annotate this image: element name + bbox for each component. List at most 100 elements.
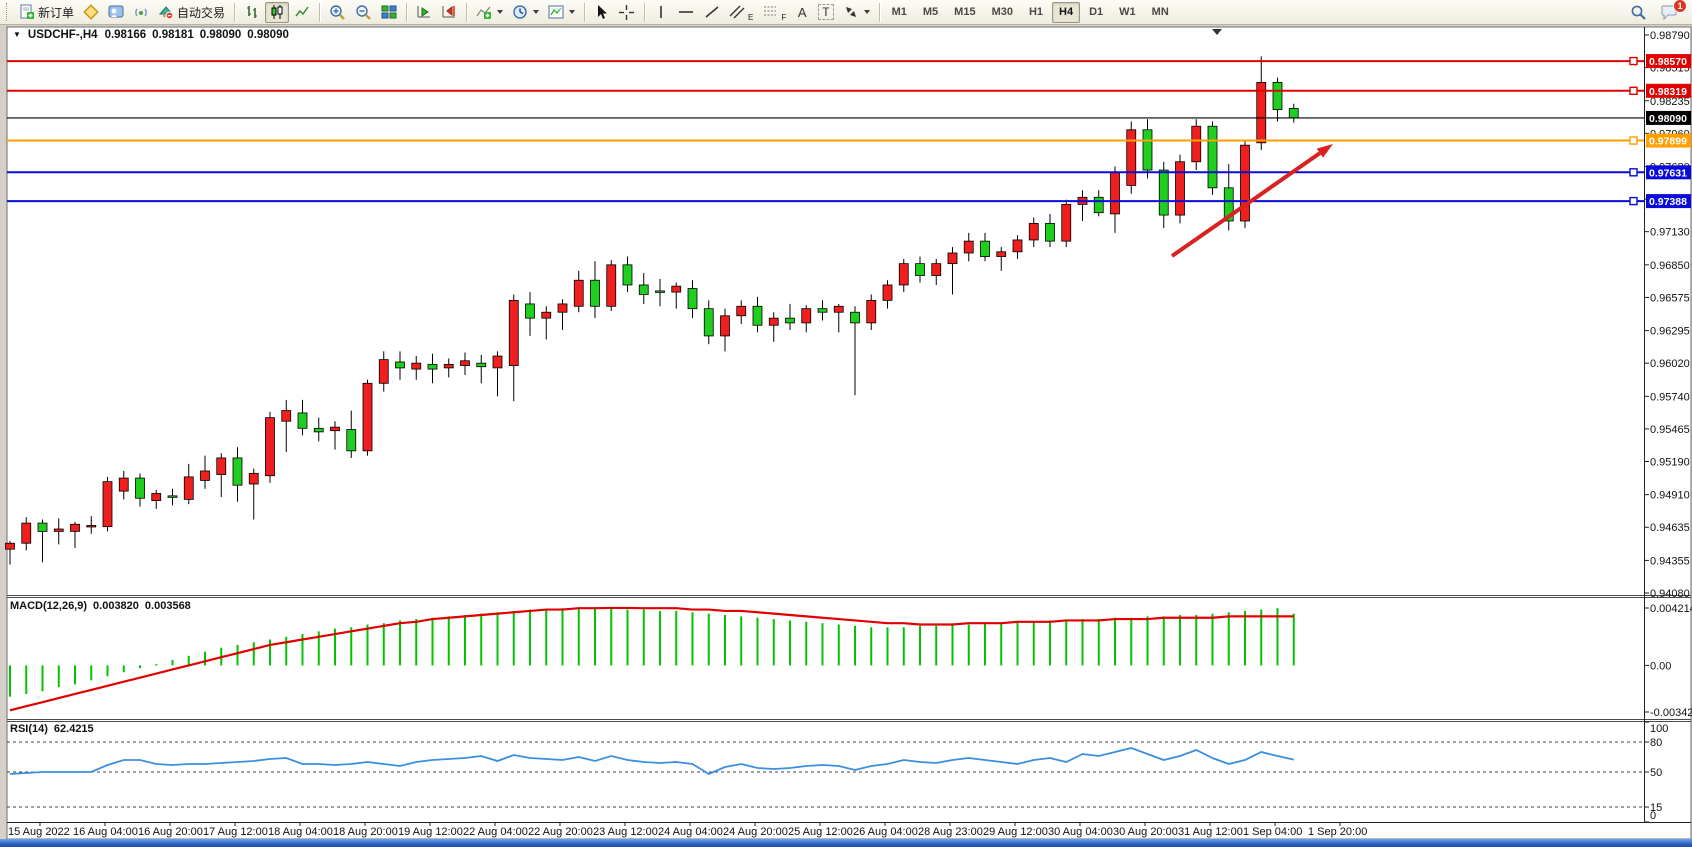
- fibonacci-icon: [762, 4, 778, 20]
- x-axis-label: 1 Sep 20:00: [1308, 826, 1367, 838]
- crosshair-button[interactable]: [614, 2, 639, 23]
- level-line-handle[interactable]: [1629, 136, 1638, 145]
- templates-button[interactable]: [544, 2, 579, 23]
- toolbar-separator: [584, 2, 586, 22]
- period-button-D1[interactable]: D1: [1089, 6, 1104, 18]
- trend-arrow-line[interactable]: [1170, 151, 1322, 258]
- text-button[interactable]: A: [791, 2, 813, 23]
- candle: [1272, 81, 1283, 111]
- candle: [915, 263, 925, 276]
- charts-profile-button[interactable]: [79, 2, 103, 23]
- toolbar-separator: [878, 2, 880, 22]
- candlestick-chart-button[interactable]: [265, 1, 290, 23]
- chart-shift-button[interactable]: [437, 2, 461, 23]
- equidistant-channel-button[interactable]: E: [725, 2, 757, 23]
- candle: [118, 477, 129, 492]
- candle: [898, 263, 909, 286]
- candle: [183, 476, 194, 500]
- macd-panel-label: MACD(12,26,9) 0.003820 0.003568: [10, 600, 191, 612]
- autotrading-button[interactable]: 自动交易: [154, 2, 229, 23]
- new-order-button[interactable]: 新订单: [15, 2, 78, 23]
- candle: [638, 284, 649, 295]
- chart-shift-marker[interactable]: [1212, 29, 1222, 35]
- toolbar-separator: [466, 2, 468, 22]
- candle: [541, 311, 552, 319]
- x-axis-label: 24 Aug 04:00: [658, 826, 723, 838]
- market-watch-icon: [108, 4, 124, 20]
- candle: [346, 429, 357, 452]
- trendline-button[interactable]: [700, 2, 724, 23]
- period-button-W1[interactable]: W1: [1119, 6, 1136, 18]
- vertical-line-button[interactable]: [650, 2, 672, 23]
- rsi-tick-label: 50: [1650, 767, 1662, 779]
- fibo-sub-label: F: [781, 12, 787, 22]
- candle: [1207, 125, 1218, 189]
- auto-scroll-button[interactable]: [412, 2, 436, 23]
- zoom-in-button[interactable]: [325, 2, 350, 23]
- candle: [1256, 81, 1267, 144]
- candle: [200, 470, 210, 481]
- x-axis-label: 25 Aug 12:00: [788, 826, 853, 838]
- price-tick-label: 0.96575: [1650, 292, 1690, 304]
- candle: [492, 355, 503, 369]
- level-line-handle[interactable]: [1629, 56, 1638, 66]
- period-button-M15[interactable]: M15: [954, 6, 976, 18]
- candle: [850, 311, 860, 324]
- period-button-MN[interactable]: MN: [1151, 6, 1169, 18]
- period-button-M5[interactable]: M5: [922, 6, 939, 18]
- market-watch-button[interactable]: [104, 2, 128, 23]
- autotrading-icon: [158, 4, 174, 20]
- tile-windows-button[interactable]: [377, 2, 401, 23]
- zoom-out-button[interactable]: [351, 2, 376, 23]
- macd-signal-line: [9, 606, 1294, 712]
- search-button[interactable]: [1626, 2, 1651, 23]
- level-line-handle[interactable]: [1629, 86, 1638, 96]
- period-button-H1[interactable]: H1: [1028, 6, 1044, 18]
- level-line-handle[interactable]: [1629, 196, 1638, 206]
- candle: [362, 382, 373, 452]
- vertical-line-icon: [655, 4, 667, 20]
- indicators-button[interactable]: [472, 2, 507, 23]
- level-line-handle[interactable]: [1629, 168, 1638, 177]
- x-axis-label: 26 Aug 04:00: [853, 826, 918, 838]
- candle: [1093, 196, 1104, 214]
- notifications-button[interactable]: 1: [1657, 0, 1687, 23]
- x-axis-label: 18 Aug 04:00: [268, 826, 333, 838]
- fibonacci-button[interactable]: F: [758, 2, 790, 23]
- tile-windows-icon: [381, 4, 397, 20]
- periods-button[interactable]: [508, 2, 543, 23]
- candle: [801, 308, 812, 324]
- toolbar-grip[interactable]: [6, 3, 11, 21]
- toolbar: 新订单 自动交易: [0, 0, 1692, 25]
- new-order-label: 新订单: [38, 5, 75, 20]
- macd-name: MACD(12,26,9): [10, 600, 88, 612]
- chart-title: ▼ USDCHF-,H4 0.98166 0.98181 0.98090 0.9…: [13, 29, 289, 41]
- candle: [687, 288, 698, 310]
- signals-button[interactable]: [129, 2, 153, 23]
- dropdown-arrow-icon: [569, 10, 576, 14]
- x-axis-label: 30 Aug 20:00: [1113, 826, 1178, 838]
- candle: [1223, 187, 1234, 222]
- period-button-H4[interactable]: H4: [1052, 1, 1081, 23]
- rsi-tick-label: 100: [1650, 723, 1668, 735]
- text-label-button[interactable]: T: [814, 2, 837, 23]
- cursor-button[interactable]: [590, 2, 613, 23]
- period-button-M1[interactable]: M1: [891, 6, 907, 18]
- rsi-name: RSI(14): [10, 723, 48, 735]
- collapse-triangle-icon[interactable]: ▼: [13, 29, 21, 39]
- trend-arrow-head[interactable]: [1316, 144, 1333, 158]
- label-tool-label: T: [818, 4, 834, 20]
- horizontal-line-button[interactable]: [673, 2, 699, 23]
- cursor-icon: [594, 4, 609, 20]
- price-level-tag: [1646, 194, 1691, 209]
- period-button-M30[interactable]: M30: [991, 6, 1013, 18]
- dropdown-arrow-icon: [533, 10, 540, 14]
- arrows-button[interactable]: [839, 2, 874, 23]
- bar-chart-button[interactable]: [240, 2, 264, 23]
- indicators-icon: [476, 4, 492, 20]
- price-tick-label: 0.96020: [1650, 358, 1690, 370]
- chart-background[interactable]: [6, 26, 1692, 840]
- line-chart-button[interactable]: [290, 2, 314, 23]
- zoom-out-icon: [355, 4, 372, 21]
- candle: [167, 495, 178, 498]
